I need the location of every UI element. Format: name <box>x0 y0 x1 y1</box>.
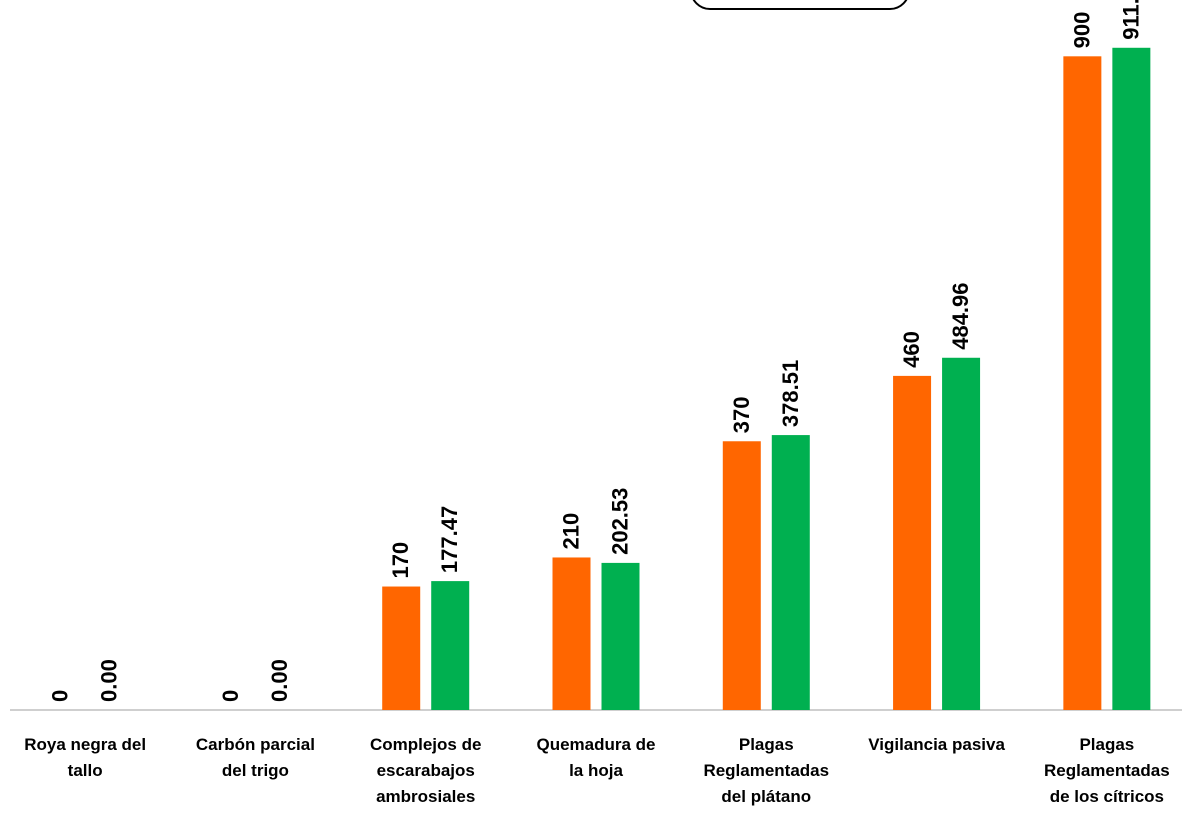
bar-s1-2 <box>382 586 421 710</box>
bar-s1-4 <box>722 441 761 710</box>
category-label-3-line-1: la hoja <box>569 761 623 780</box>
category-label-3-line-0: Quemadura de <box>536 735 655 754</box>
category-label-6-line-1: Reglamentadas <box>1044 761 1170 780</box>
bar-s1-5 <box>893 375 932 710</box>
data-label-s2-2: 177.47 <box>437 506 462 573</box>
category-label-0-line-1: tallo <box>68 761 103 780</box>
bar-s2-6 <box>1112 47 1151 711</box>
data-label-s2-0: 0.00 <box>97 659 122 702</box>
category-label-6-line-0: Plagas <box>1079 735 1134 754</box>
category-label-2-line-2: ambrosiales <box>376 787 475 806</box>
bar-s2-5 <box>942 357 981 710</box>
data-label-s1-4: 370 <box>729 397 754 434</box>
category-label-2-line-1: escarabajos <box>377 761 475 780</box>
category-label-4-line-2: del plátano <box>721 787 811 806</box>
data-label-s2-1: 0.00 <box>267 659 292 702</box>
category-label-4-line-1: Reglamentadas <box>703 761 829 780</box>
data-label-s1-3: 210 <box>559 513 584 550</box>
bar-s1-3 <box>552 557 591 710</box>
data-label-s2-3: 202.53 <box>608 488 633 555</box>
category-label-5-line-0: Vigilancia pasiva <box>868 735 1005 754</box>
data-label-s2-5: 484.96 <box>948 282 973 349</box>
legend-box <box>690 0 910 10</box>
bar-s2-3 <box>601 562 640 710</box>
category-label-0-line-0: Roya negra del <box>24 735 146 754</box>
data-label-s1-2: 170 <box>388 542 413 579</box>
category-label-2-line-0: Complejos de <box>370 735 481 754</box>
data-label-s1-5: 460 <box>899 331 924 368</box>
bar-s1-6 <box>1063 56 1102 710</box>
category-label-1-line-1: del trigo <box>222 761 289 780</box>
bar-s2-2 <box>431 581 470 710</box>
bar-s2-4 <box>771 435 810 710</box>
category-label-6-line-2: de los cítricos <box>1050 787 1164 806</box>
category-label-4-line-0: Plagas <box>739 735 794 754</box>
data-label-s2-6: 911.75 <box>1118 0 1143 40</box>
data-label-s1-6: 900 <box>1069 12 1094 49</box>
data-label-s1-0: 0 <box>48 690 73 702</box>
data-label-s1-1: 0 <box>218 690 243 702</box>
data-label-s2-4: 378.51 <box>778 360 803 427</box>
category-label-1-line-0: Carbón parcial <box>196 735 315 754</box>
